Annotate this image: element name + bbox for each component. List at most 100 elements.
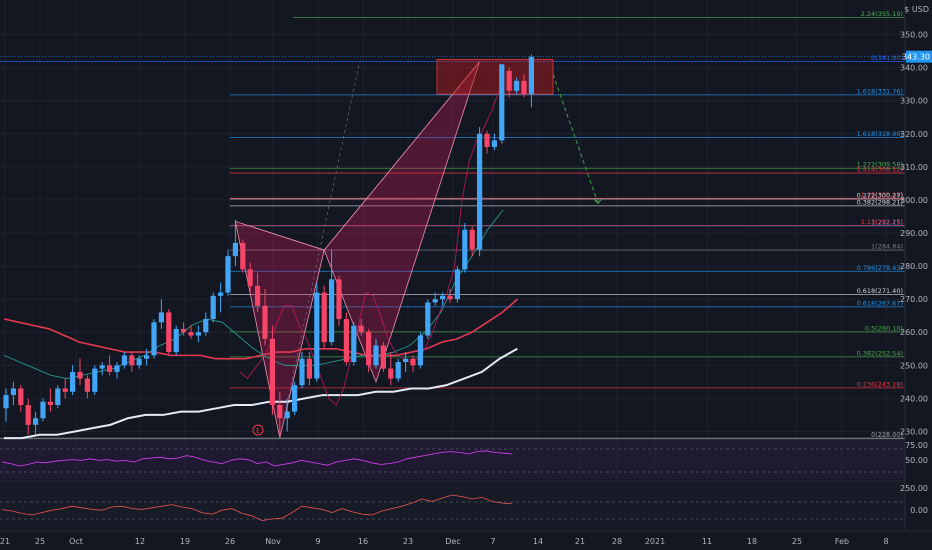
- time-tick-label: 19: [180, 537, 190, 546]
- candle-body[interactable]: [380, 345, 386, 369]
- fib-level-label: 1.618(331.76): [857, 87, 903, 95]
- candle-body[interactable]: [336, 279, 342, 319]
- fib-level-label: 0(228.00): [871, 431, 903, 439]
- candle-body[interactable]: [284, 411, 290, 419]
- candle-body[interactable]: [395, 362, 401, 379]
- rsi-tick-label: 75.00: [905, 441, 928, 450]
- candle-body[interactable]: [358, 325, 364, 333]
- candle-body[interactable]: [92, 368, 98, 392]
- candle-body[interactable]: [107, 365, 113, 372]
- candle-body[interactable]: [462, 229, 468, 270]
- candle-body[interactable]: [314, 292, 320, 379]
- candle-body[interactable]: [388, 368, 394, 379]
- candle-body[interactable]: [129, 355, 135, 366]
- candle-body[interactable]: [40, 401, 46, 419]
- candle-body[interactable]: [447, 295, 453, 300]
- candle-body[interactable]: [255, 285, 261, 306]
- candle-body[interactable]: [218, 292, 224, 296]
- candle-body[interactable]: [18, 388, 24, 405]
- time-tick-label: 28: [612, 537, 622, 546]
- candle-body[interactable]: [25, 405, 31, 425]
- candle-body[interactable]: [151, 322, 157, 356]
- time-tick-label: Oct: [69, 537, 83, 546]
- fib-level-label: 1.414(308.12): [857, 166, 903, 174]
- fib-level-label: 1.25(300.48): [861, 191, 903, 199]
- candle-body[interactable]: [262, 305, 268, 339]
- candle-body[interactable]: [225, 256, 231, 293]
- candle-body[interactable]: [432, 299, 438, 303]
- candle-body[interactable]: [366, 332, 372, 366]
- candle-body[interactable]: [321, 292, 327, 343]
- candle-body[interactable]: [417, 335, 423, 366]
- candle-body[interactable]: [240, 242, 246, 270]
- price-tick-label: 300.00: [900, 196, 928, 205]
- time-tick-label: 23: [403, 537, 413, 546]
- candle-body[interactable]: [521, 80, 527, 95]
- candle-body[interactable]: [232, 242, 238, 257]
- time-tick-label: 16: [358, 537, 368, 546]
- candle-body[interactable]: [70, 371, 76, 392]
- candle-body[interactable]: [454, 269, 460, 300]
- candle-body[interactable]: [269, 338, 275, 405]
- candle-body[interactable]: [181, 328, 187, 333]
- candle-body[interactable]: [440, 295, 446, 300]
- candle-body[interactable]: [77, 371, 83, 379]
- candle-body[interactable]: [188, 332, 194, 336]
- candle-body[interactable]: [499, 64, 505, 141]
- candle-body[interactable]: [425, 302, 431, 336]
- time-tick-label: 25: [792, 537, 802, 546]
- candle-body[interactable]: [55, 388, 61, 405]
- candle-body[interactable]: [136, 358, 142, 366]
- candle-body[interactable]: [3, 395, 9, 409]
- ma-pink-line: [239, 90, 500, 406]
- time-axis[interactable]: 21 25 Oct 12 19 26 Nov 9 16 23 Dec 7 14 21 28 2021 11 18 2…: [0, 530, 932, 546]
- candle-body[interactable]: [173, 328, 179, 353]
- time-tick-label: Dec: [445, 537, 460, 546]
- candle-body[interactable]: [469, 229, 475, 250]
- candle-body[interactable]: [47, 401, 53, 405]
- candle-body[interactable]: [351, 325, 357, 362]
- candle-body[interactable]: [491, 140, 497, 147]
- candle-body[interactable]: [203, 319, 209, 333]
- projection-arrow: [552, 74, 599, 204]
- candle-body[interactable]: [299, 358, 305, 386]
- candle-body[interactable]: [306, 358, 312, 379]
- ema-white-line: [4, 347, 518, 440]
- candle-body[interactable]: [144, 355, 150, 359]
- rsi-pane-band: [0, 441, 905, 479]
- candle-body[interactable]: [195, 332, 201, 336]
- candle-body[interactable]: [62, 388, 68, 392]
- fib-level-label: 1.13(292.27): [861, 218, 903, 226]
- candle-body[interactable]: [33, 418, 39, 425]
- candle-body[interactable]: [477, 133, 483, 250]
- candle-body[interactable]: [484, 133, 490, 147]
- currency-label: $ USD: [904, 5, 929, 14]
- candle-body[interactable]: [373, 345, 379, 366]
- candle-body[interactable]: [121, 355, 127, 366]
- candle-body[interactable]: [403, 358, 409, 362]
- pattern-dash-ad: [279, 61, 360, 439]
- candle-body[interactable]: [528, 56, 534, 95]
- time-tick-label: 18: [747, 537, 757, 546]
- price-tick-label: 230.00: [900, 427, 928, 436]
- candle-body[interactable]: [84, 378, 90, 392]
- candle-body[interactable]: [343, 319, 349, 362]
- candle-body[interactable]: [329, 279, 335, 343]
- candles[interactable]: [3, 54, 534, 439]
- candle-body[interactable]: [277, 405, 283, 419]
- candle-body[interactable]: [506, 70, 512, 91]
- candle-body[interactable]: [292, 385, 298, 412]
- candle-body[interactable]: [99, 365, 105, 369]
- fib-level-label: 1.272(309.58): [857, 161, 903, 169]
- candle-body[interactable]: [114, 365, 120, 372]
- candle-body[interactable]: [247, 269, 253, 286]
- candle-body[interactable]: [166, 312, 172, 353]
- candle-body[interactable]: [514, 80, 520, 91]
- earnings-marker[interactable]: [252, 424, 264, 436]
- candle-body[interactable]: [158, 312, 164, 323]
- candle-body[interactable]: [210, 295, 216, 319]
- candle-body[interactable]: [10, 388, 16, 396]
- candle-body[interactable]: [410, 358, 416, 366]
